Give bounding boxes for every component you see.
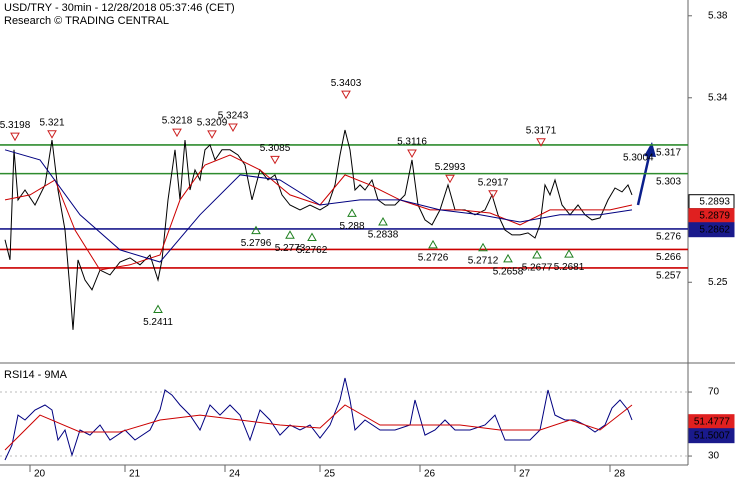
- x-tick-label: 28: [614, 469, 626, 480]
- low-label: 5.2681: [554, 262, 585, 273]
- low-marker: [285, 230, 295, 239]
- y-tick-label: 5.25: [708, 277, 728, 288]
- high-marker: [536, 138, 546, 147]
- low-marker: [347, 208, 357, 217]
- low-marker: [378, 216, 388, 226]
- target-label: 5.3004: [623, 153, 654, 164]
- low-marker: [564, 249, 574, 258]
- y-tick-label: 70: [708, 387, 720, 398]
- last-value-label: 5.2893: [699, 196, 730, 207]
- low-label: 5.2677: [522, 263, 553, 274]
- low-label: 5.2411: [143, 317, 173, 328]
- series-line: [4, 404, 633, 451]
- high-label: 5.3243: [218, 111, 249, 122]
- high-label: 5.3218: [162, 116, 193, 127]
- low-label: 5.2726: [418, 253, 449, 264]
- high-label: 5.3403: [331, 78, 362, 89]
- high-label: 5.321: [39, 117, 64, 128]
- last-value-label: 5.2879: [699, 210, 730, 221]
- level-label: 5.257: [656, 271, 681, 282]
- low-marker: [153, 304, 163, 314]
- x-tick-label: 27: [519, 469, 531, 480]
- y-tick-label: 5.38: [708, 10, 728, 21]
- low-marker: [428, 239, 438, 249]
- level-label: 5.266: [656, 252, 681, 263]
- high-marker: [488, 190, 498, 199]
- high-marker: [207, 130, 217, 139]
- forecast-arrowhead: [644, 142, 656, 157]
- high-marker: [445, 174, 455, 184]
- forecast-arrow: [636, 151, 652, 206]
- high-label: 5.3198: [0, 120, 31, 131]
- chart-subtitle: Research © TRADING CENTRAL: [4, 15, 169, 27]
- high-marker: [47, 130, 57, 139]
- low-marker: [532, 249, 542, 259]
- y-tick-label: 30: [708, 451, 720, 462]
- last-value-label: 51.5007: [694, 430, 731, 441]
- y-tick-label: 5.34: [708, 92, 728, 103]
- low-label: 5.2762: [297, 245, 328, 256]
- high-marker: [341, 90, 351, 100]
- x-tick-label: 24: [229, 469, 241, 480]
- low-marker: [478, 242, 488, 252]
- low-label: 5.2796: [241, 238, 272, 249]
- high-label: 5.3116: [397, 137, 427, 148]
- low-label: 5.2712: [468, 255, 499, 266]
- chart-title: USD/TRY - 30min - 12/28/2018 05:37:46 (C…: [4, 2, 235, 14]
- high-marker: [270, 155, 280, 165]
- high-label: 5.3085: [260, 143, 291, 154]
- low-marker: [251, 225, 261, 235]
- level-label: 5.303: [656, 176, 681, 187]
- last-value-box: [688, 428, 735, 444]
- series-line: [4, 149, 633, 263]
- high-label: 5.3209: [197, 118, 228, 129]
- low-label: 5.2658: [493, 267, 524, 278]
- x-tick-label: 21: [129, 469, 141, 480]
- low-label: 5.2838: [368, 230, 399, 241]
- last-value-box: [688, 222, 735, 238]
- high-marker: [172, 128, 182, 138]
- high-marker: [407, 149, 417, 158]
- series-line: [4, 154, 633, 271]
- high-label: 5.3171: [526, 125, 557, 136]
- low-marker: [307, 232, 317, 242]
- high-marker: [228, 123, 238, 132]
- last-value-label: 51.4777: [694, 416, 731, 427]
- level-label: 5.276: [656, 232, 681, 243]
- indicator-title: RSI14 - 9MA: [4, 369, 68, 381]
- x-tick-label: 26: [424, 469, 436, 480]
- x-tick-label: 25: [324, 469, 336, 480]
- high-label: 5.2917: [478, 177, 509, 188]
- low-label: 5.288: [339, 221, 364, 232]
- level-label: 5.317: [656, 148, 681, 159]
- low-marker: [503, 253, 513, 263]
- x-tick-label: 20: [34, 469, 46, 480]
- high-label: 5.2993: [435, 162, 466, 173]
- low-label: 5.2773: [275, 243, 306, 254]
- last-value-label: 5.2862: [699, 224, 730, 235]
- high-marker: [10, 132, 20, 142]
